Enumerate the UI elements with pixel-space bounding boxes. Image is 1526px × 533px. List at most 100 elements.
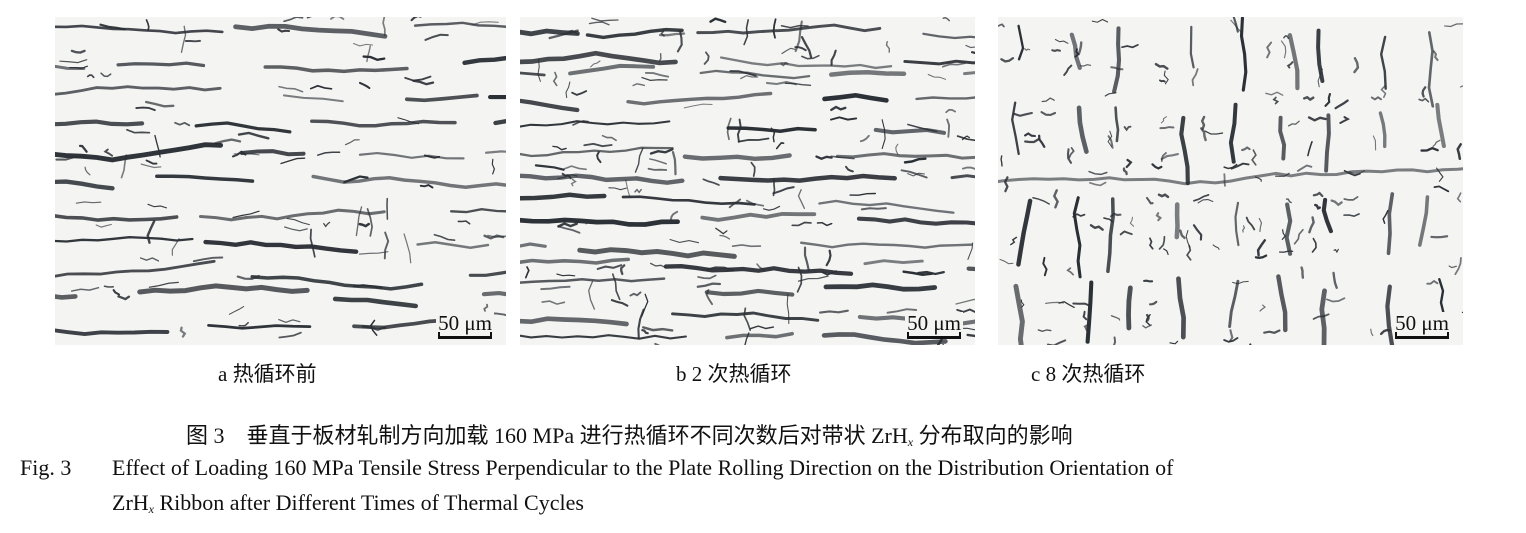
hydride-streak: [1430, 235, 1449, 239]
hydride-streak: [829, 70, 907, 77]
hydride-streak: [55, 119, 145, 127]
hydride-streak: [1276, 274, 1288, 333]
hydride-streak: [709, 17, 727, 24]
hydride-streak: [278, 318, 301, 323]
hydride-streak: [383, 231, 390, 260]
hydride-streak: [1421, 86, 1427, 98]
hydride-streak: [180, 25, 187, 53]
hydride-streak: [886, 308, 918, 314]
hydride-streak: [885, 40, 891, 53]
hydride-streak: [1054, 38, 1069, 44]
hydride-streak: [971, 51, 975, 55]
hydride-streak: [520, 146, 674, 158]
hydride-streak: [1274, 172, 1290, 178]
hydride-streak: [719, 56, 893, 70]
hydride-streak: [1047, 339, 1067, 345]
hydride-streak: [703, 51, 710, 65]
hydride-streak: [103, 148, 114, 157]
hydride-streak: [1058, 301, 1075, 309]
hydride-streak: [370, 319, 378, 336]
hydride-streak: [1129, 216, 1135, 227]
hydride-streak: [228, 306, 245, 315]
hydride-streak: [705, 266, 734, 272]
hydride-streak: [729, 70, 757, 77]
hydride-streak: [330, 17, 345, 20]
hydride-streak: [343, 175, 369, 184]
hydride-streak: [462, 55, 506, 66]
hydride-streak: [830, 155, 855, 160]
hydride-streak: [424, 33, 449, 41]
hydride-streak: [577, 247, 737, 259]
caption-cn-prefix: 图 3: [186, 423, 225, 448]
hydride-streak: [596, 151, 602, 164]
hydride-streak: [1266, 41, 1273, 59]
hydride-streak: [610, 299, 629, 307]
micrograph-b-image: [520, 17, 975, 345]
hydride-streak: [998, 167, 1463, 186]
hydride-streak: [55, 328, 170, 337]
hydride-streak: [179, 326, 187, 338]
hydride-streak: [231, 150, 247, 158]
hydride-streak: [1020, 299, 1025, 308]
hydride-streak: [1010, 236, 1018, 246]
hydride-streak: [145, 159, 158, 165]
hydride-streak: [1343, 213, 1360, 218]
hydride-streak: [140, 163, 162, 169]
hydride-streak: [145, 19, 150, 32]
hydride-streak: [1319, 288, 1327, 345]
hydride-streak: [1432, 139, 1441, 147]
hydride-streak: [1110, 315, 1121, 321]
hydride-streak: [493, 119, 506, 126]
hydride-streak: [728, 198, 742, 209]
scale-bar-label: 50 μm: [1395, 311, 1449, 335]
hydride-streak: [1040, 111, 1057, 116]
hydride-streak: [309, 84, 333, 90]
caption-en-line2: ZrHx Ribbon after Different Times of The…: [112, 490, 584, 516]
hydride-streak: [1204, 130, 1224, 135]
hydride-streak: [95, 223, 112, 228]
hydride-streak: [86, 74, 95, 79]
hydride-streak: [1312, 191, 1324, 198]
hydride-streak: [1287, 120, 1300, 127]
hydride-streak: [772, 178, 776, 197]
hydride-streak: [1427, 31, 1435, 108]
hydride-streak: [881, 119, 886, 150]
hydride-streak: [1107, 135, 1114, 149]
hydride-streak: [1278, 250, 1294, 253]
hydride-streak: [55, 179, 115, 191]
scale-bar-label: 50 μm: [907, 311, 961, 335]
hydride-streak: [696, 23, 882, 35]
hydride-streak: [1169, 340, 1179, 345]
hydride-streak: [1311, 237, 1317, 253]
hydride-streak: [1286, 61, 1294, 69]
hydride-streak: [1089, 181, 1107, 187]
hydride-streak: [961, 135, 970, 141]
hydride-streak: [915, 96, 975, 101]
hydride-streak: [520, 192, 607, 201]
hydride-streak: [250, 275, 424, 291]
hydride-streak: [601, 134, 617, 142]
hydride-streak: [1088, 170, 1108, 176]
hydride-streak: [1296, 164, 1313, 172]
hydride-streak: [1382, 209, 1389, 224]
hydride-streak: [702, 178, 720, 186]
hydride-streak: [240, 149, 306, 157]
hydride-streak: [55, 236, 194, 243]
hydride-streak: [1179, 229, 1186, 240]
hydride-streak: [1245, 216, 1256, 231]
hydride-streak: [849, 192, 877, 196]
hydride-streak: [1378, 111, 1387, 149]
hydride-streak: [537, 58, 541, 82]
hydride-streak: [1110, 66, 1124, 71]
hydride-streak: [1082, 310, 1088, 321]
hydride-streak: [355, 206, 363, 237]
micrograph-c-image: [998, 17, 1463, 345]
hydride-streak: [146, 220, 156, 244]
hydride-streak: [457, 220, 471, 225]
hydride-streak: [1072, 196, 1082, 279]
hydride-streak: [585, 27, 684, 40]
hydride-streak: [1051, 49, 1062, 52]
hydride-streak: [825, 249, 832, 267]
hydride-streak: [1287, 33, 1300, 91]
hydride-streak: [1420, 146, 1439, 152]
